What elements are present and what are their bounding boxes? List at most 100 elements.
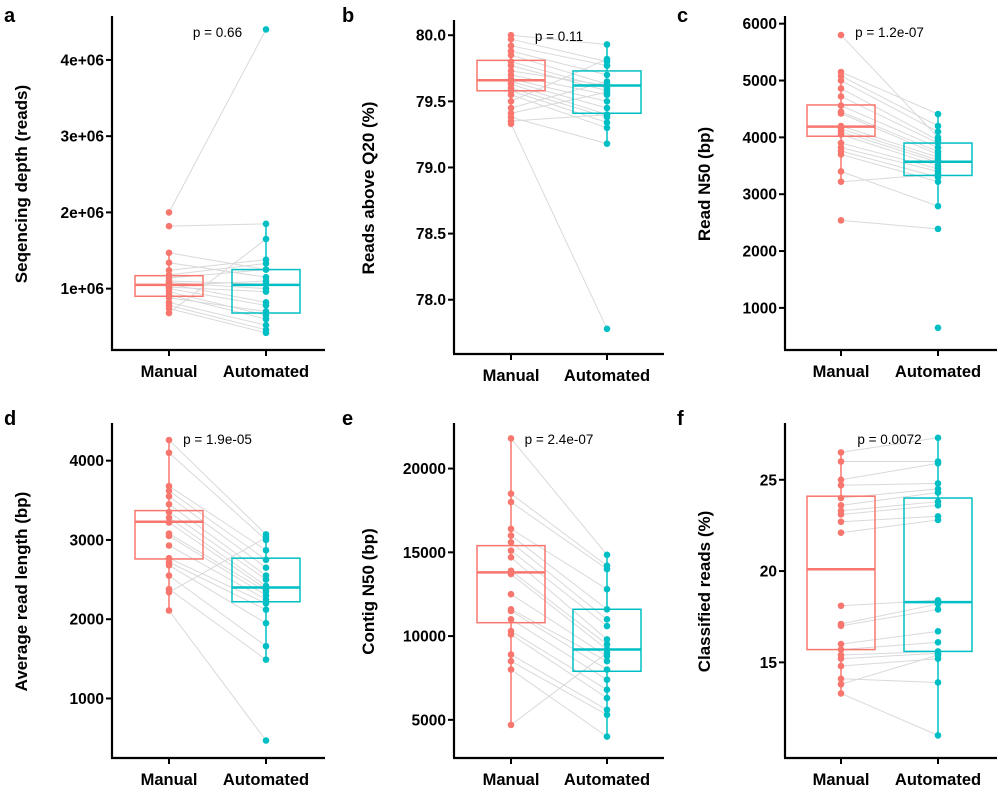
panel-letter: b — [342, 5, 354, 27]
pair-line — [840, 105, 939, 149]
data-point — [507, 616, 515, 623]
pair-line — [840, 515, 939, 523]
data-point — [934, 679, 942, 686]
data-point — [165, 259, 173, 267]
y-tick-label: 79.5 — [416, 94, 447, 111]
data-point — [507, 91, 515, 99]
data-point — [165, 309, 173, 317]
y-tick-label: 20 — [760, 564, 777, 581]
pair-line — [840, 678, 939, 683]
data-point — [837, 680, 845, 688]
data-point — [507, 721, 515, 729]
panel-letter: a — [4, 5, 16, 27]
data-point — [262, 235, 270, 243]
pair-line — [510, 438, 608, 556]
pair-line — [168, 545, 267, 600]
data-point — [507, 62, 515, 69]
data-point — [603, 104, 611, 112]
data-point — [603, 565, 611, 573]
data-point — [262, 288, 270, 295]
data-point — [165, 209, 173, 216]
data-point — [262, 220, 270, 228]
pair-line — [840, 150, 939, 178]
x-tick-label-automated: Automated — [895, 771, 981, 787]
pair-line — [510, 608, 608, 662]
data-point — [507, 532, 515, 539]
data-point — [837, 131, 845, 138]
data-point — [507, 490, 515, 497]
panel-letter: c — [677, 5, 688, 27]
x-tick-label-manual: Manual — [813, 363, 870, 381]
p-value-label: p = 1.9e-05 — [183, 432, 252, 447]
pair-line — [168, 537, 267, 593]
pair-line — [510, 610, 608, 671]
data-point — [837, 511, 845, 518]
panel-b: b 78.0 78.5 79.0 79.5 80.0 Manual Automated Read… — [342, 5, 664, 385]
pair-line — [840, 153, 939, 183]
data-point — [603, 78, 611, 85]
y-tick-label: 15000 — [403, 545, 446, 562]
pair-line — [168, 588, 267, 661]
pair-line — [510, 660, 608, 716]
p-value-label: p = 0.66 — [193, 25, 242, 40]
data-point — [165, 514, 173, 522]
data-point — [262, 642, 270, 650]
pair-line — [840, 171, 939, 207]
pair-line — [510, 70, 608, 86]
data-point — [934, 225, 942, 233]
pair-line — [168, 262, 267, 276]
y-tick-label: 1e+06 — [60, 281, 104, 298]
data-point — [507, 525, 515, 533]
data-point — [507, 631, 515, 638]
data-point — [165, 572, 173, 579]
pair-line — [168, 294, 267, 320]
data-point — [934, 171, 942, 178]
data-point — [262, 321, 270, 329]
data-point — [603, 605, 611, 613]
data-point — [262, 556, 270, 564]
data-point — [837, 640, 845, 648]
pair-line — [168, 223, 267, 227]
y-tick-label: 2000 — [70, 612, 104, 629]
pair-line — [510, 535, 608, 610]
y-tick-label: 2e+06 — [60, 205, 104, 222]
y-tick-label: 4e+06 — [60, 52, 104, 69]
pair-line — [168, 503, 267, 577]
panel-letter: e — [342, 408, 353, 430]
data-point — [837, 675, 845, 683]
pair-line — [168, 238, 267, 314]
data-point — [262, 260, 270, 267]
data-point — [165, 562, 173, 569]
data-point — [603, 551, 611, 559]
data-point — [603, 140, 611, 147]
data-point — [507, 607, 515, 615]
y-tick-label: 4000 — [70, 453, 104, 470]
pair-line — [510, 45, 608, 67]
y-axis-title: Classified reads (%) — [695, 511, 714, 673]
pair-line — [168, 511, 267, 580]
data-point — [165, 493, 173, 500]
data-point — [165, 508, 173, 516]
data-point — [262, 656, 270, 663]
data-point — [165, 305, 173, 312]
pair-line — [168, 485, 267, 551]
data-point — [603, 62, 611, 69]
pair-line — [168, 280, 267, 285]
data-point — [837, 178, 845, 186]
x-tick-label-manual: Manual — [483, 771, 540, 787]
data-point — [837, 93, 845, 100]
y-tick-label: 6000 — [743, 16, 777, 33]
y-tick-label: 80.0 — [416, 28, 446, 45]
pair-line — [840, 142, 939, 170]
data-point — [262, 546, 270, 554]
data-point — [603, 694, 611, 702]
pair-line — [510, 541, 608, 620]
data-point — [262, 606, 270, 613]
pair-line — [840, 482, 939, 486]
pair-line — [510, 61, 608, 89]
pair-line — [840, 692, 939, 736]
pair-line — [168, 307, 267, 334]
pair-line — [510, 83, 608, 116]
pair-line — [168, 490, 267, 561]
panel-a: a 1e+06 2e+06 3e+06 4e+06 Manual Automated Seqe… — [4, 5, 325, 381]
